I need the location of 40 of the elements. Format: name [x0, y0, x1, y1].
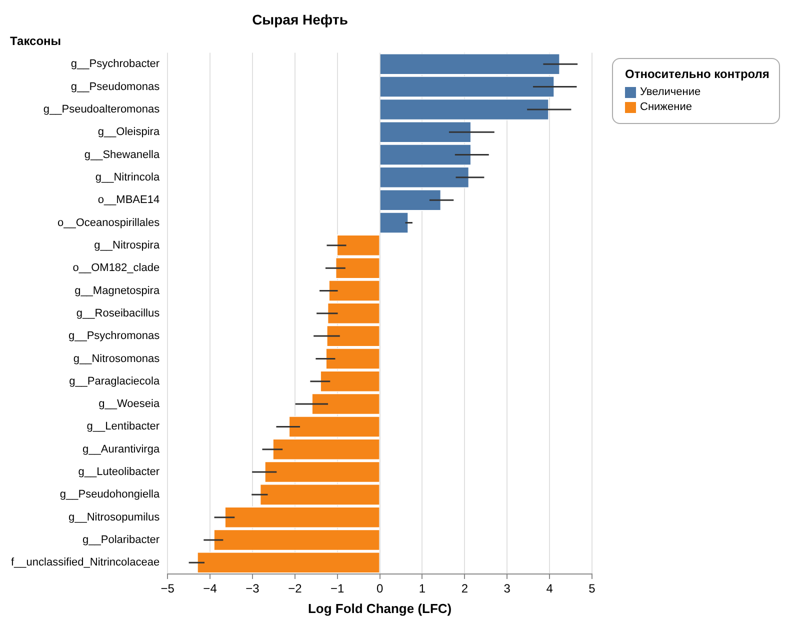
x-tick-label: −3 — [246, 582, 260, 596]
x-tick-label: 3 — [504, 582, 511, 596]
y-tick-label: g__Magnetospira — [74, 284, 160, 297]
x-tick-label: −1 — [330, 582, 345, 596]
y-tick-label: g__Nitrosopumilus — [68, 511, 160, 524]
y-tick-label: g__Nitrosomonas — [73, 352, 160, 365]
x-tick-label: 4 — [546, 582, 554, 596]
x-tick-label: 2 — [461, 582, 468, 596]
y-tick-label: g__Lentibacter — [86, 420, 160, 433]
x-tick-label: 0 — [376, 582, 384, 596]
chart-title: Сырая Нефть — [252, 11, 348, 28]
y-tick-label: o__MBAE14 — [98, 194, 160, 206]
y-tick-label: g__Luteolibacter — [78, 466, 160, 478]
y-tick-label: g__Oleispira — [98, 126, 160, 138]
y-tick-label: g__Nitrincola — [95, 171, 160, 184]
y-tick-label: o__OM182_clade — [72, 262, 160, 274]
y-tick-label: g__Polaribacter — [82, 534, 160, 546]
y-axis-title: Таксоны — [10, 34, 62, 48]
y-tick-label: g__Nitrospira — [94, 239, 160, 252]
legend-label: Снижение — [640, 100, 692, 115]
x-tick-label: 1 — [418, 582, 426, 596]
legend-title: Относительно контроля — [625, 67, 770, 81]
y-tick-label: g__Psychrobacter — [70, 58, 160, 70]
legend-label: Увеличение — [640, 85, 701, 100]
y-tick-label: g__Pseudoalteromonas — [43, 103, 160, 116]
x-axis-title: Log Fold Change (LFC) — [308, 600, 452, 616]
y-tick-label: f__unclassified_Nitrincolaceae — [10, 556, 160, 569]
y-tick-label: g__Woeseia — [98, 398, 160, 410]
y-tick-label: g__Shewanella — [84, 148, 160, 161]
x-tick-label: −4 — [203, 582, 218, 596]
y-tick-label: g__Paraglaciecola — [69, 375, 160, 388]
y-tick-label: g__Psychromonas — [68, 330, 160, 342]
y-tick-label: g__Aurantivirga — [82, 443, 160, 456]
x-tick-label: −5 — [160, 582, 175, 596]
x-tick-label: 5 — [588, 582, 596, 596]
x-tick-label: −2 — [288, 582, 302, 596]
y-tick-label: g__Pseudomonas — [70, 80, 160, 93]
y-tick-label: g__Pseudohongiella — [60, 488, 160, 501]
y-tick-label: o__Oceanospirillales — [57, 216, 160, 229]
y-tick-label: g__Roseibacillus — [76, 307, 160, 320]
